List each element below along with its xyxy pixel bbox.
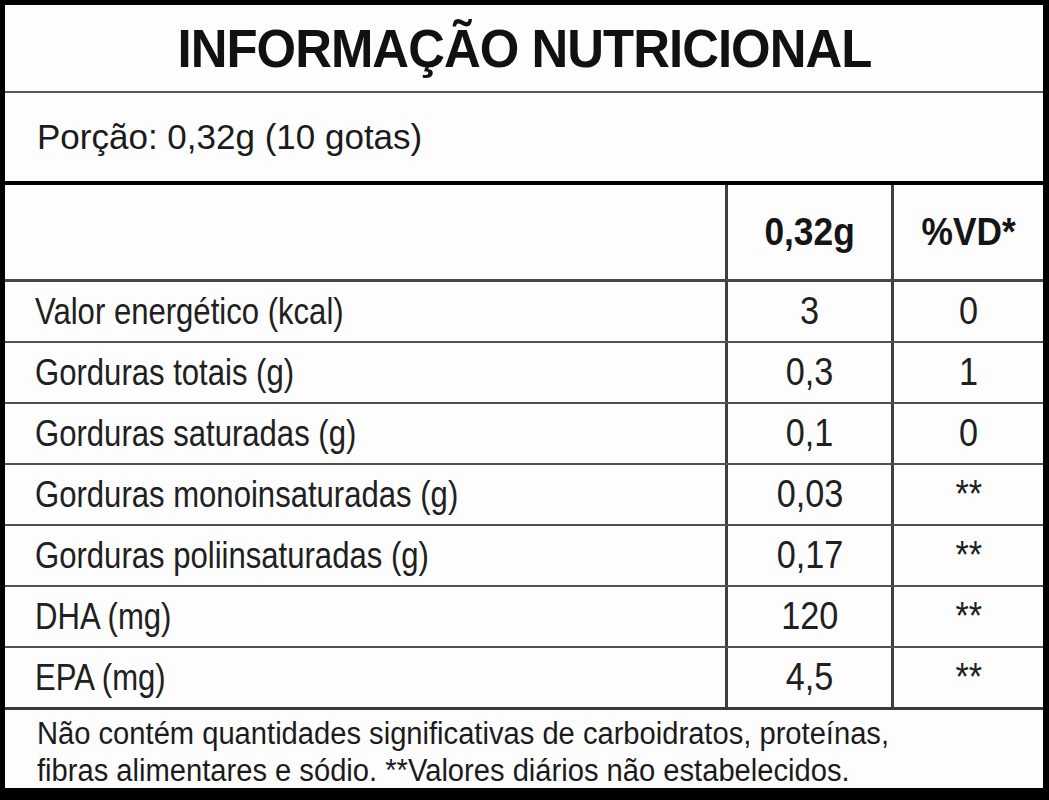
amount-value: 0,1	[786, 412, 834, 455]
amount-value: 3	[800, 290, 819, 333]
nutrient-label: Gorduras monoinsaturadas (g)	[35, 474, 458, 516]
nutrient-label: Gorduras poliinsaturadas (g)	[35, 535, 429, 577]
nutrient-label: Gorduras saturadas (g)	[35, 413, 356, 455]
table-header-row: 0,32g %VD*	[5, 185, 1043, 282]
column-header-dv: %VD*	[921, 211, 1015, 254]
amount-value: 0,17	[776, 534, 843, 577]
nutrient-label: EPA (mg)	[35, 657, 166, 699]
portion-text: Porção: 0,32g (10 gotas)	[37, 117, 422, 157]
dv-value: 0	[959, 412, 978, 455]
table-row-gorduras-monoinsaturadas: Gorduras monoinsaturadas (g) 0,03 **	[5, 465, 1043, 526]
table-body: Valor energético (kcal) 3 0 Gorduras tot…	[5, 282, 1043, 707]
amount-value: 120	[781, 595, 838, 638]
dv-value: 1	[959, 351, 978, 394]
dv-value: **	[955, 656, 982, 699]
dv-value: 0	[959, 290, 978, 333]
nutrient-label: DHA (mg)	[35, 596, 171, 638]
nutrient-label: Gorduras totais (g)	[35, 352, 294, 394]
table-row-gorduras-totais: Gorduras totais (g) 0,3 1	[5, 343, 1043, 404]
column-header-amount: 0,32g	[764, 211, 854, 254]
nutrition-facts-label: INFORMAÇÃO NUTRICIONAL Porção: 0,32g (10…	[0, 0, 1049, 800]
table-row-epa: EPA (mg) 4,5 **	[5, 648, 1043, 707]
dv-value: **	[955, 595, 982, 638]
amount-value: 4,5	[786, 656, 834, 699]
label-title-bar: INFORMAÇÃO NUTRICIONAL	[5, 5, 1043, 93]
dv-value: **	[955, 473, 982, 516]
table-row-gorduras-poliinsaturadas: Gorduras poliinsaturadas (g) 0,17 **	[5, 526, 1043, 587]
header-cell-empty	[5, 185, 725, 279]
footnote-line-2: fibras alimentares e sódio. **Valores di…	[37, 752, 983, 789]
footnote: Não contém quantidades significativas de…	[5, 707, 1043, 788]
nutrient-label: Valor energético (kcal)	[35, 291, 344, 333]
table-row-dha: DHA (mg) 120 **	[5, 587, 1043, 648]
amount-value: 0,3	[786, 351, 834, 394]
amount-value: 0,03	[776, 473, 843, 516]
dv-value: **	[955, 534, 982, 577]
header-cell-amount: 0,32g	[725, 185, 891, 279]
label-title: INFORMAÇÃO NUTRICIONAL	[177, 18, 871, 79]
table-row-valor-energetico: Valor energético (kcal) 3 0	[5, 282, 1043, 343]
header-cell-dv: %VD*	[891, 185, 1043, 279]
footnote-line-1: Não contém quantidades significativas de…	[37, 715, 983, 752]
table-row-gorduras-saturadas: Gorduras saturadas (g) 0,1 0	[5, 404, 1043, 465]
portion-row: Porção: 0,32g (10 gotas)	[5, 93, 1043, 185]
